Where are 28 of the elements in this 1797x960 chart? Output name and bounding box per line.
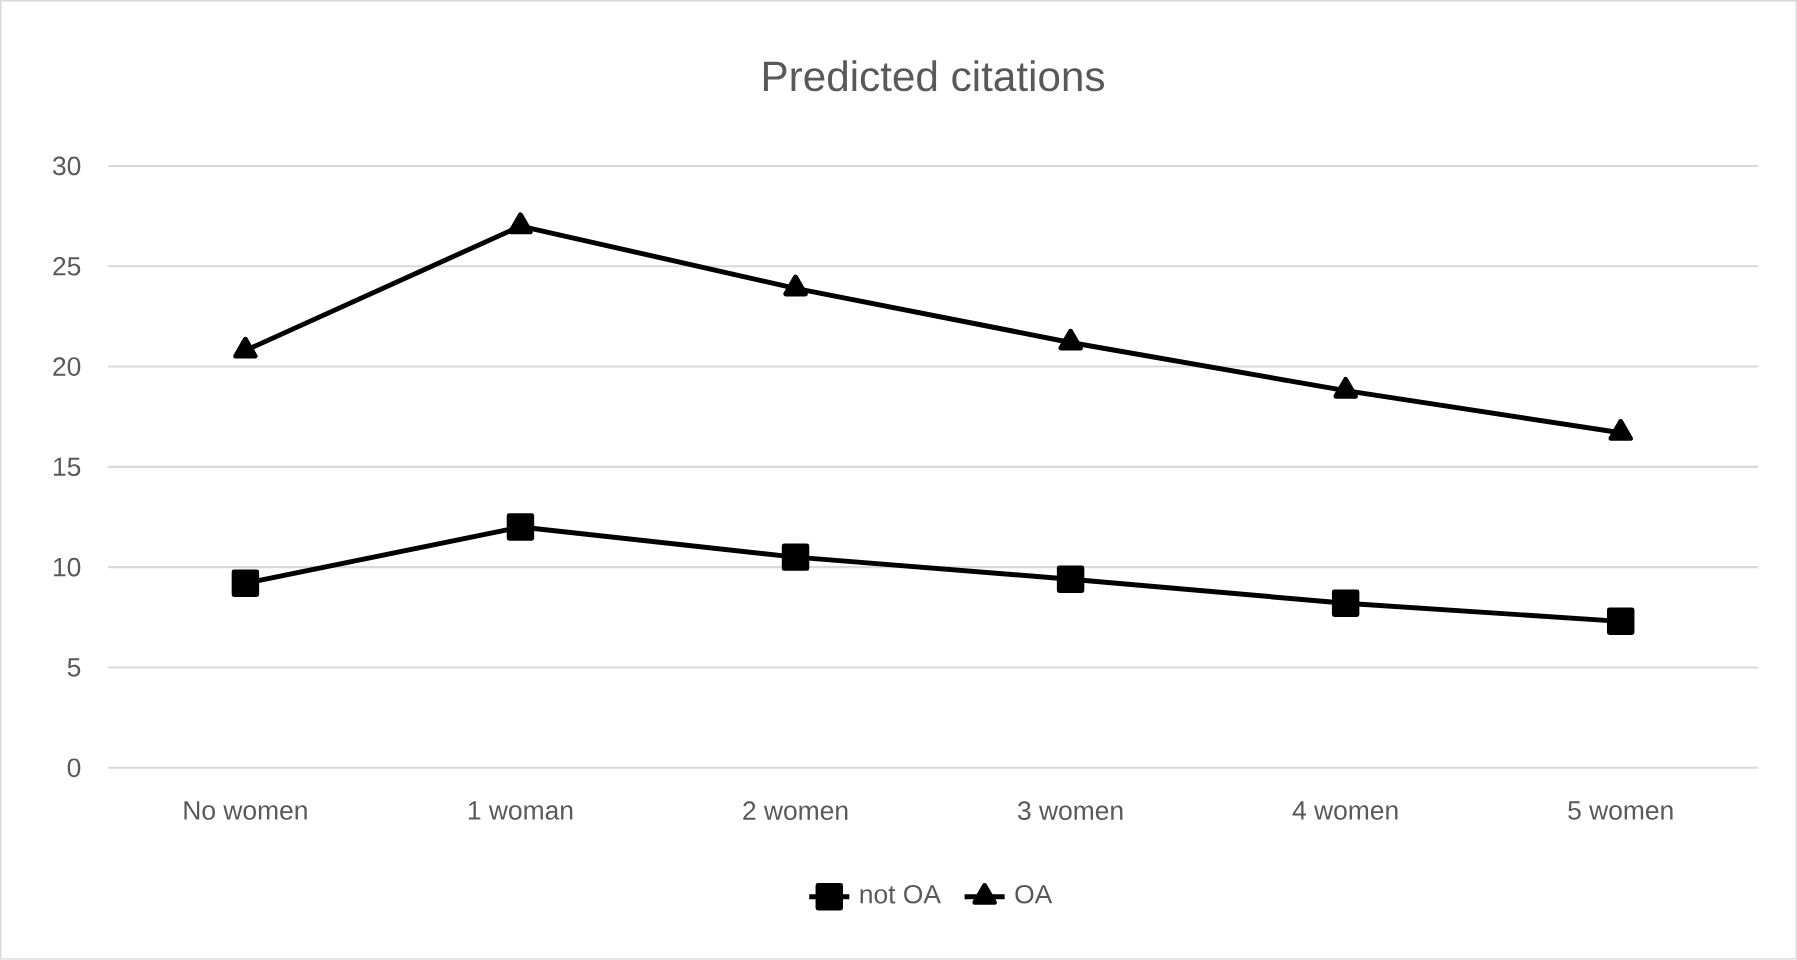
y-tick-label: 20: [53, 357, 81, 377]
x-tick-label: 1 woman: [468, 801, 573, 820]
point: [1608, 419, 1633, 441]
point: [1058, 328, 1083, 351]
x-tick-label: No women: [184, 801, 307, 820]
point: [1606, 607, 1635, 636]
x-tick-label: 4 women: [1292, 801, 1398, 820]
point: [233, 336, 258, 359]
chart-title: Predicted citations: [763, 60, 1105, 92]
point: [781, 543, 810, 571]
y-tick-label: 5: [67, 658, 81, 677]
point: [1331, 589, 1360, 618]
point: [508, 212, 533, 235]
point: [1333, 377, 1358, 399]
y-tick-label: 15: [53, 457, 81, 477]
x-tick-label: 3 women: [1018, 801, 1123, 821]
point: [231, 569, 260, 598]
x-tick-label: 5 women: [1568, 801, 1673, 820]
x-tick-label: 2 women: [743, 801, 848, 821]
y-tick-label: 0: [67, 758, 81, 778]
point: [783, 274, 808, 297]
y-tick-label: 10: [53, 557, 81, 577]
legend-label: OA: [1015, 884, 1053, 904]
legend-label: not OA: [860, 884, 941, 904]
y-tick-label: 25: [53, 257, 81, 276]
y-tick-label: 30: [52, 156, 81, 176]
point: [506, 513, 535, 541]
point: [1056, 565, 1085, 594]
